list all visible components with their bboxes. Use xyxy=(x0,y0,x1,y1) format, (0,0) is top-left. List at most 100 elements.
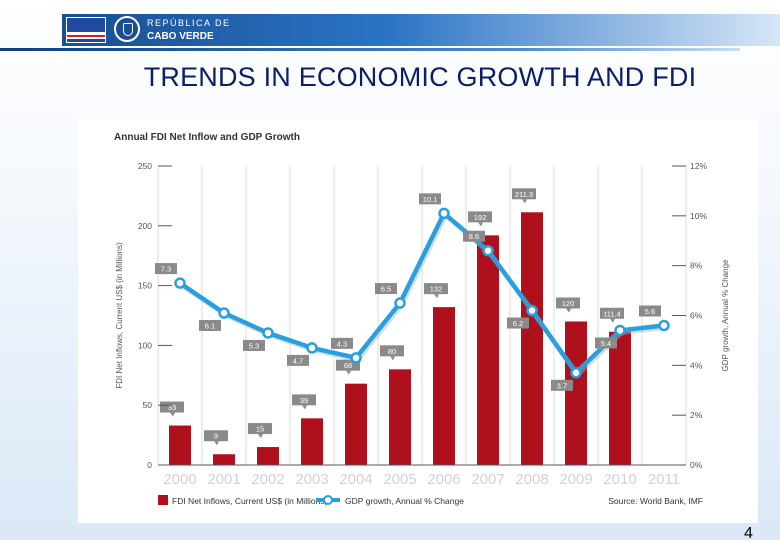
gdp-value-label: 3.7 xyxy=(557,381,567,390)
bar-2007 xyxy=(477,235,499,465)
gdp-point-2008 xyxy=(526,304,538,317)
y-tick-label: 100 xyxy=(138,340,152,350)
fdi-gdp-chart: Annual FDI Net Inflow and GDP Growth 33 9… xyxy=(114,132,730,506)
gdp-point-2009 xyxy=(570,367,582,379)
y-tick-label: 0 xyxy=(147,460,152,470)
gdp-point-2003 xyxy=(306,342,318,354)
y2-tick-label: 0% xyxy=(690,460,703,470)
gdp-point-2001 xyxy=(218,307,230,319)
bar-label-pointer xyxy=(478,222,483,227)
bar-2001 xyxy=(213,454,235,465)
gdp-label-box xyxy=(199,320,221,332)
bar-2009 xyxy=(565,321,587,465)
bar-2006 xyxy=(433,307,455,465)
gdp-label-box xyxy=(507,317,529,329)
y-tick-label: 200 xyxy=(138,221,152,231)
gdp-value-label: 5.6 xyxy=(645,307,655,316)
bar-value-label: 211.3 xyxy=(515,190,533,199)
flag-icon xyxy=(66,17,106,43)
bar-2004 xyxy=(345,383,367,465)
bar-label-box xyxy=(292,394,316,406)
header-rule xyxy=(0,48,740,51)
gdp-value-label: 6.2 xyxy=(513,319,523,328)
gdp-label-box xyxy=(375,283,397,295)
bar-label-box xyxy=(248,423,272,435)
chart-container: Annual FDI Net Inflow and GDP Growth 33 9… xyxy=(78,119,758,523)
bar-2008 xyxy=(521,212,543,465)
bar-value-label: 80 xyxy=(388,347,396,356)
gdp-value-label: 4.3 xyxy=(337,339,347,348)
country-label: CABO VERDE xyxy=(147,31,214,42)
legend-line-label: GDP growth, Annual % Change xyxy=(345,496,464,506)
gdp-value-label: 7.3 xyxy=(161,265,171,274)
grid xyxy=(157,166,687,465)
bar-value-label: 68 xyxy=(344,361,352,370)
bar-label-box xyxy=(512,188,536,200)
coat-of-arms-icon xyxy=(114,16,140,42)
gdp-point-2011 xyxy=(658,319,670,332)
bar-label-box xyxy=(556,297,580,309)
gdp-value-label: 5.3 xyxy=(249,341,259,350)
x-tick-label: 2009 xyxy=(559,471,592,488)
y2-tick-label: 12% xyxy=(690,161,707,171)
axes: 0 50 100 150 200 250 0% 2% 4% 6% 8% 10% 12% 2000 2001 2… xyxy=(115,161,730,488)
x-tick-label: 2001 xyxy=(207,471,240,488)
bar-label-pointer xyxy=(346,370,351,375)
bar-label-box xyxy=(336,359,360,371)
bar-label-pointer xyxy=(522,199,527,204)
bar-label-pointer xyxy=(214,441,219,446)
gdp-point-2006 xyxy=(438,207,450,220)
bar-label-box xyxy=(468,211,492,223)
x-tick-label: 2007 xyxy=(471,471,504,488)
gdp-value-label: 5.4 xyxy=(601,339,611,348)
gdp-value-label: 6.1 xyxy=(205,322,215,331)
y2-tick-label: 10% xyxy=(690,211,707,221)
bar-2002 xyxy=(257,447,279,465)
y2-tick-label: 2% xyxy=(690,410,703,420)
gdp-label-box xyxy=(243,339,265,351)
gdp-label-box xyxy=(287,354,309,366)
legend: FDI Net Inflows, Current US$ (in Million… xyxy=(158,495,464,506)
x-tick-label: 2000 xyxy=(163,471,196,488)
gdp-point-2005 xyxy=(394,297,406,309)
y-tick-label: 150 xyxy=(138,281,152,291)
bar-2003 xyxy=(301,418,323,465)
gdp-line xyxy=(178,211,665,376)
x-tick-label: 2003 xyxy=(295,471,328,488)
legend-bar-label: FDI Net Inflows, Current US$ (in Million… xyxy=(172,496,328,506)
gdp-point-2000 xyxy=(174,277,186,289)
slide-title: TRENDS IN ECONOMIC GROWTH AND FDI xyxy=(143,62,697,92)
gdp-label-box xyxy=(331,337,353,349)
bar-value-label: 120 xyxy=(562,299,575,308)
bar-label-box xyxy=(600,307,624,319)
gdp-label-box xyxy=(551,379,573,391)
gdp-point-2007 xyxy=(482,244,494,257)
bar-value-label: 111.4 xyxy=(603,309,621,318)
bar-label-pointer xyxy=(302,405,307,410)
y2-tick-label: 8% xyxy=(690,261,703,271)
bar-value-label: 39 xyxy=(300,396,308,405)
bar-2000 xyxy=(169,425,191,465)
bar-label-pointer xyxy=(390,356,395,361)
x-tick-label: 2004 xyxy=(339,471,372,488)
gdp-label-box xyxy=(155,263,177,275)
gdp-value-label: 4.7 xyxy=(293,356,303,365)
republic-label: REPÚBLICA DE xyxy=(147,18,231,28)
y-tick-label: 50 xyxy=(143,400,153,410)
bar-label-box xyxy=(160,401,184,413)
x-tick-label: 2005 xyxy=(383,471,416,488)
gdp-value-label: 6.5 xyxy=(381,285,391,294)
gdp-point-2004 xyxy=(350,352,362,364)
header-bar xyxy=(62,14,780,46)
y2-tick-label: 4% xyxy=(690,360,703,370)
bar-label-pointer xyxy=(434,294,439,299)
bar-label-pointer xyxy=(258,434,263,439)
gdp-label-box xyxy=(639,305,661,317)
bar-label-pointer xyxy=(566,308,571,313)
bar-series: 33 9 15 39 68 80 132 192 211.3 120 111.4 xyxy=(160,188,631,465)
y-axis-label: FDI Net Inflows, Current US$ (in Million… xyxy=(115,242,124,389)
bar-label-pointer xyxy=(610,318,615,323)
gdp-point-2002 xyxy=(262,327,274,339)
gdp-value-label: 10.1 xyxy=(423,195,438,204)
legend-bar-swatch xyxy=(158,495,168,505)
